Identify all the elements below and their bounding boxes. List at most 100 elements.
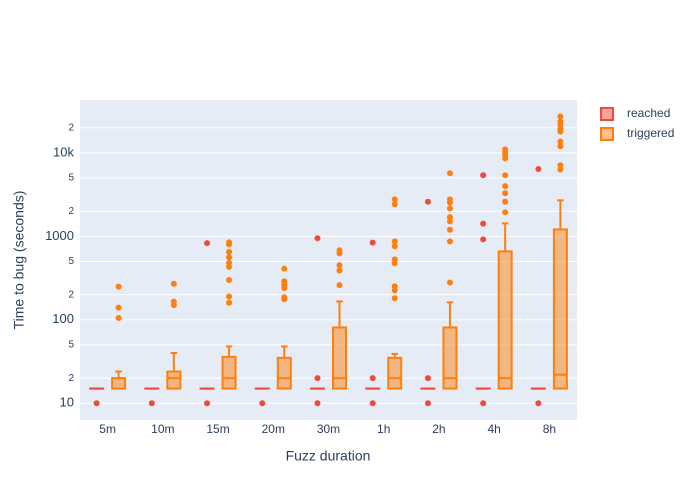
x-tick-label: 1h <box>377 422 390 436</box>
outlier <box>170 280 177 287</box>
outlier <box>281 285 288 292</box>
outlier <box>336 282 343 289</box>
outlier <box>502 183 509 190</box>
outlier <box>391 201 398 208</box>
outlier <box>480 172 487 179</box>
box <box>442 326 458 390</box>
outlier <box>480 400 487 407</box>
outlier <box>446 218 453 225</box>
y-tick-label: 5 <box>68 340 74 351</box>
y-axis-title: Time to bug (seconds) <box>11 191 27 330</box>
outlier <box>369 239 376 246</box>
outlier <box>336 250 343 257</box>
outlier <box>93 400 100 407</box>
outlier <box>557 143 564 150</box>
outlier <box>391 283 398 290</box>
outlier <box>391 243 398 250</box>
x-tick-label: 15m <box>206 422 229 436</box>
outlier <box>115 315 122 322</box>
legend-swatch <box>600 127 614 141</box>
outlier <box>226 299 233 306</box>
outlier <box>446 214 453 221</box>
box <box>276 356 292 390</box>
y-tick-label: 10 <box>60 395 74 410</box>
outlier <box>259 400 266 407</box>
outlier <box>557 166 564 173</box>
y-tick-label: 2 <box>68 373 74 384</box>
outlier <box>446 238 453 245</box>
y-tick-label: 2 <box>68 289 74 300</box>
outlier <box>424 198 431 205</box>
y-tick-label: 2 <box>68 122 74 133</box>
box <box>497 250 513 390</box>
outlier <box>115 283 122 290</box>
outlier <box>391 287 398 294</box>
outlier <box>424 400 431 407</box>
outlier <box>502 172 509 179</box>
y-tick-label: 5 <box>68 173 74 184</box>
outlier <box>226 293 233 300</box>
outlier <box>391 196 398 203</box>
outlier <box>446 279 453 286</box>
y-tick-label: 5 <box>68 256 74 267</box>
outlier <box>446 226 453 233</box>
outlier <box>226 263 233 270</box>
outlier <box>502 209 509 216</box>
outlier <box>204 400 211 407</box>
outlier <box>502 198 509 205</box>
outlier <box>204 240 211 247</box>
outlier <box>391 295 398 302</box>
outlier <box>391 260 398 267</box>
outlier <box>314 400 321 407</box>
outlier <box>391 238 398 245</box>
x-tick-label: 20m <box>262 422 285 436</box>
outlier <box>336 267 343 274</box>
outlier <box>557 138 564 145</box>
y-tick-label: 100 <box>52 311 74 326</box>
x-tick-label: 30m <box>317 422 340 436</box>
box <box>111 377 127 390</box>
box <box>552 228 568 390</box>
y-tick-label: 10k <box>53 144 74 159</box>
outlier <box>557 113 564 120</box>
outlier <box>446 205 453 212</box>
box <box>166 370 182 390</box>
outlier <box>502 190 509 197</box>
outlier <box>336 262 343 269</box>
outlier <box>226 241 233 248</box>
x-tick-label: 10m <box>151 422 174 436</box>
outlier <box>314 235 321 242</box>
box <box>332 326 347 390</box>
outlier <box>502 155 509 162</box>
outlier <box>535 400 542 407</box>
outlier <box>446 199 453 206</box>
outlier <box>446 170 453 177</box>
outlier <box>535 166 542 173</box>
outlier <box>369 375 376 382</box>
box <box>387 356 403 390</box>
x-tick-label: 2h <box>432 422 445 436</box>
outlier <box>314 375 321 382</box>
outlier <box>226 254 233 261</box>
x-tick-label: 5m <box>99 422 116 436</box>
x-tick-label: 8h <box>543 422 556 436</box>
outlier <box>557 162 564 169</box>
outlier <box>480 236 487 243</box>
y-tick-label: 2 <box>68 206 74 217</box>
outlier <box>424 375 431 382</box>
outlier <box>281 296 288 303</box>
box <box>221 355 237 390</box>
legend-label: triggered <box>627 126 674 140</box>
legend-label: reached <box>627 106 670 120</box>
outlier <box>226 248 233 255</box>
outlier <box>148 400 155 407</box>
x-axis-title: Fuzz duration <box>286 448 371 464</box>
y-tick-label: 1000 <box>45 228 74 243</box>
outlier <box>170 302 177 309</box>
outlier <box>557 128 564 135</box>
legend-swatch <box>600 107 614 121</box>
outlier <box>281 265 288 272</box>
outlier <box>226 276 233 283</box>
